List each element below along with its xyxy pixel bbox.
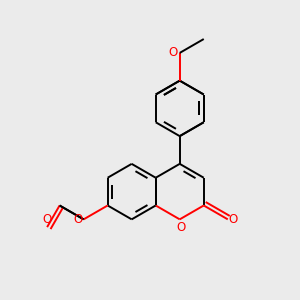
Text: O: O [229,213,238,226]
Text: O: O [74,213,82,226]
Text: O: O [176,221,185,234]
Text: O: O [169,46,178,59]
Text: O: O [43,213,52,226]
